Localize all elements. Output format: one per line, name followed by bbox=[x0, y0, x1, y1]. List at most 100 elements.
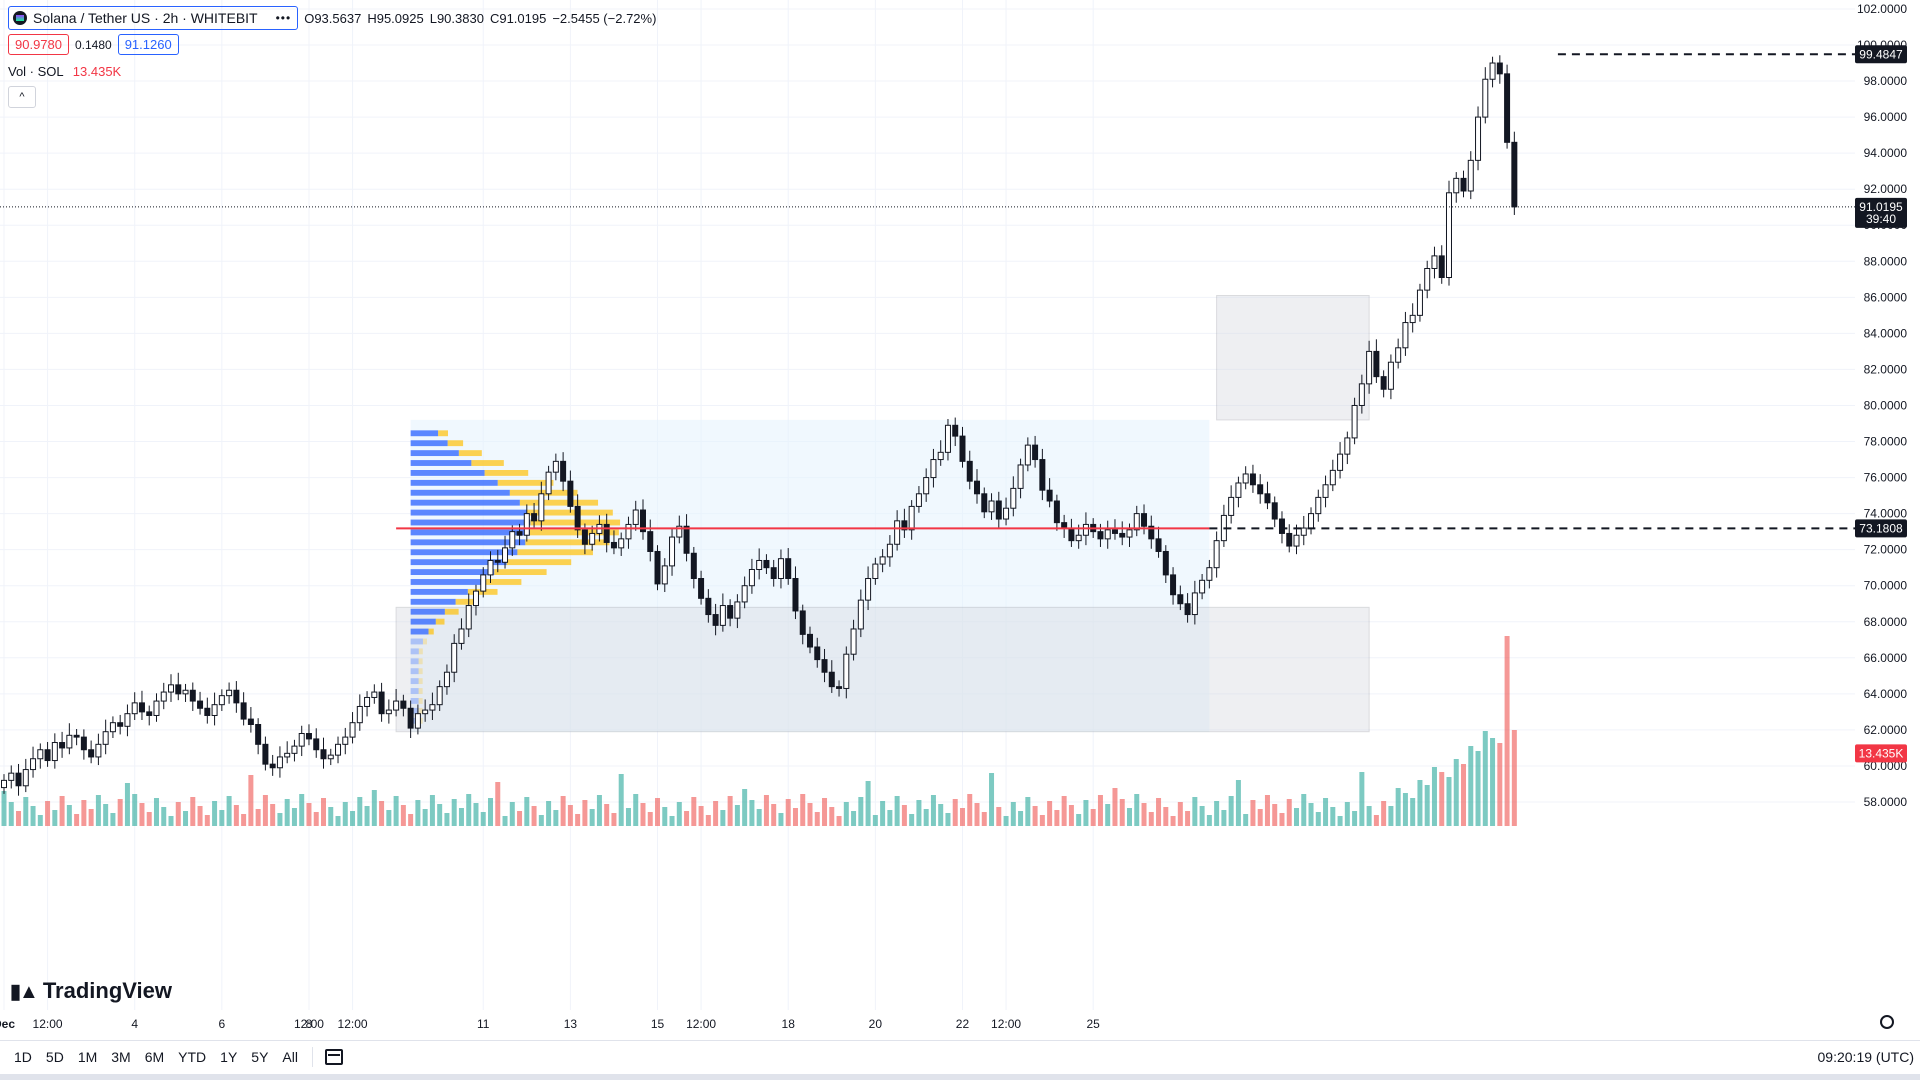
sell-price-button[interactable]: 90.9780 bbox=[8, 34, 69, 55]
volume-legend: Vol · SOL 13.435K bbox=[8, 64, 121, 79]
candle-body bbox=[610, 541, 617, 549]
candle-body bbox=[1032, 444, 1039, 461]
spread-value: 0.1480 bbox=[75, 37, 112, 52]
poc-price-tag bbox=[1855, 519, 1907, 538]
bottom-scrollbar[interactable] bbox=[0, 1074, 1920, 1080]
candle-body bbox=[574, 505, 581, 531]
range-1d[interactable]: 1D bbox=[14, 1049, 32, 1065]
candle-body bbox=[1315, 496, 1322, 515]
candle-body bbox=[1329, 469, 1336, 486]
range-1y[interactable]: 1Y bbox=[220, 1049, 238, 1065]
volume-bar bbox=[480, 812, 486, 826]
time-tick-label: 20 bbox=[869, 1017, 883, 1031]
volume-bar bbox=[342, 802, 348, 826]
tradingview-watermark[interactable]: ▮▲ TradingView bbox=[10, 978, 172, 1004]
range-3m[interactable]: 3M bbox=[111, 1049, 131, 1065]
volume-bar bbox=[1475, 751, 1481, 826]
volume-bar bbox=[1511, 730, 1517, 826]
candle-body bbox=[451, 642, 458, 673]
price-tick-label: 68.0000 bbox=[1864, 615, 1908, 629]
volume-bar bbox=[655, 798, 661, 826]
candle-body bbox=[1068, 527, 1075, 542]
price-tick-label: 72.0000 bbox=[1864, 543, 1908, 557]
volume-bar bbox=[1039, 815, 1045, 826]
candle-body bbox=[1380, 376, 1387, 390]
tradingview-logo-icon: ▮▲ bbox=[10, 980, 39, 1003]
profile-bar-buy bbox=[410, 707, 419, 714]
candle-body bbox=[1453, 177, 1460, 194]
profile-bar-buy bbox=[410, 539, 526, 546]
candle-body bbox=[1300, 527, 1307, 536]
volume-bar bbox=[1126, 808, 1132, 826]
volume-bar bbox=[1061, 796, 1067, 826]
candle-body bbox=[727, 605, 734, 619]
range-6m[interactable]: 6M bbox=[144, 1049, 165, 1065]
candle-body bbox=[683, 525, 690, 554]
price-chart[interactable]: 102.0000100.000098.000096.000094.000092.… bbox=[0, 0, 1920, 1040]
more-options-icon[interactable]: ••• bbox=[275, 11, 292, 25]
solana-icon bbox=[13, 11, 27, 25]
range-5y[interactable]: 5Y bbox=[251, 1049, 269, 1065]
profile-bar-buy bbox=[410, 668, 419, 675]
candle-body bbox=[443, 671, 450, 688]
candle-body bbox=[995, 500, 1002, 520]
volume-bar bbox=[959, 808, 965, 826]
settings-gear-icon[interactable] bbox=[1880, 1015, 1894, 1029]
range-all[interactable]: All bbox=[282, 1049, 298, 1065]
volume-bar bbox=[676, 802, 682, 826]
volume-bar bbox=[669, 816, 675, 826]
range-5d[interactable]: 5D bbox=[45, 1049, 64, 1065]
volume-value: 13.435K bbox=[72, 64, 122, 79]
calendar-icon[interactable] bbox=[324, 1049, 343, 1065]
price-axis[interactable]: 102.0000100.000098.000096.000094.000092.… bbox=[1855, 2, 1907, 809]
symbol-selector[interactable]: Solana / Tether US · 2h · WHITEBIT ••• bbox=[8, 6, 299, 30]
volume-bar bbox=[66, 805, 72, 826]
buy-price-button[interactable]: 91.1260 bbox=[117, 34, 179, 55]
utc-clock[interactable]: 09:20:19 (UTC) bbox=[1817, 1049, 1914, 1065]
candle-body bbox=[1286, 532, 1293, 547]
volume-bar bbox=[233, 805, 239, 826]
candle-body bbox=[1278, 518, 1285, 534]
volume-bar bbox=[248, 775, 254, 826]
profile-bar-buy bbox=[410, 608, 445, 615]
profile-bar-buy bbox=[410, 588, 468, 595]
collapse-legend-button[interactable]: ^ bbox=[8, 86, 36, 108]
profile-bar-sell bbox=[435, 618, 445, 625]
volume-bar bbox=[1504, 636, 1510, 826]
volume-bar bbox=[1352, 811, 1358, 826]
range-1m[interactable]: 1M bbox=[77, 1049, 98, 1065]
candle-body bbox=[1162, 550, 1169, 576]
candle-body bbox=[160, 691, 167, 702]
volume-bar bbox=[1047, 801, 1053, 826]
volume-bar bbox=[364, 806, 370, 826]
candle-body bbox=[1199, 579, 1206, 594]
candle-body bbox=[298, 733, 305, 747]
volume-bar bbox=[1446, 777, 1452, 826]
profile-bar-buy bbox=[410, 450, 459, 457]
candle-body bbox=[80, 736, 87, 751]
candle-body bbox=[705, 597, 712, 616]
profile-bar-sell bbox=[494, 569, 547, 575]
time-tick-label: 12:00 bbox=[991, 1017, 1021, 1031]
volume-bar bbox=[190, 797, 196, 826]
volume-bar bbox=[495, 782, 501, 826]
candle-body bbox=[923, 477, 930, 495]
candle-body bbox=[30, 758, 37, 771]
volume-bar bbox=[299, 794, 305, 826]
profile-bar-buy bbox=[410, 430, 439, 437]
candle-body bbox=[51, 742, 58, 762]
candle-body bbox=[124, 713, 131, 727]
time-axis[interactable]: Dec12:00412:006812:0011131512:0018202212… bbox=[0, 1017, 1100, 1031]
candle-body bbox=[262, 743, 269, 765]
time-tick-label: 11 bbox=[477, 1017, 490, 1031]
volume-bar bbox=[1192, 797, 1198, 826]
trade-prices: 90.9780 0.1480 91.1260 bbox=[8, 34, 179, 55]
range-ytd[interactable]: YTD bbox=[178, 1049, 207, 1065]
candle-body bbox=[857, 599, 864, 630]
volume-bar bbox=[923, 809, 929, 826]
volume-bar bbox=[1076, 814, 1082, 826]
profile-bar-sell bbox=[418, 668, 423, 675]
candle-body bbox=[1504, 73, 1511, 143]
volume-bar bbox=[778, 813, 784, 826]
candle-body bbox=[22, 769, 29, 787]
